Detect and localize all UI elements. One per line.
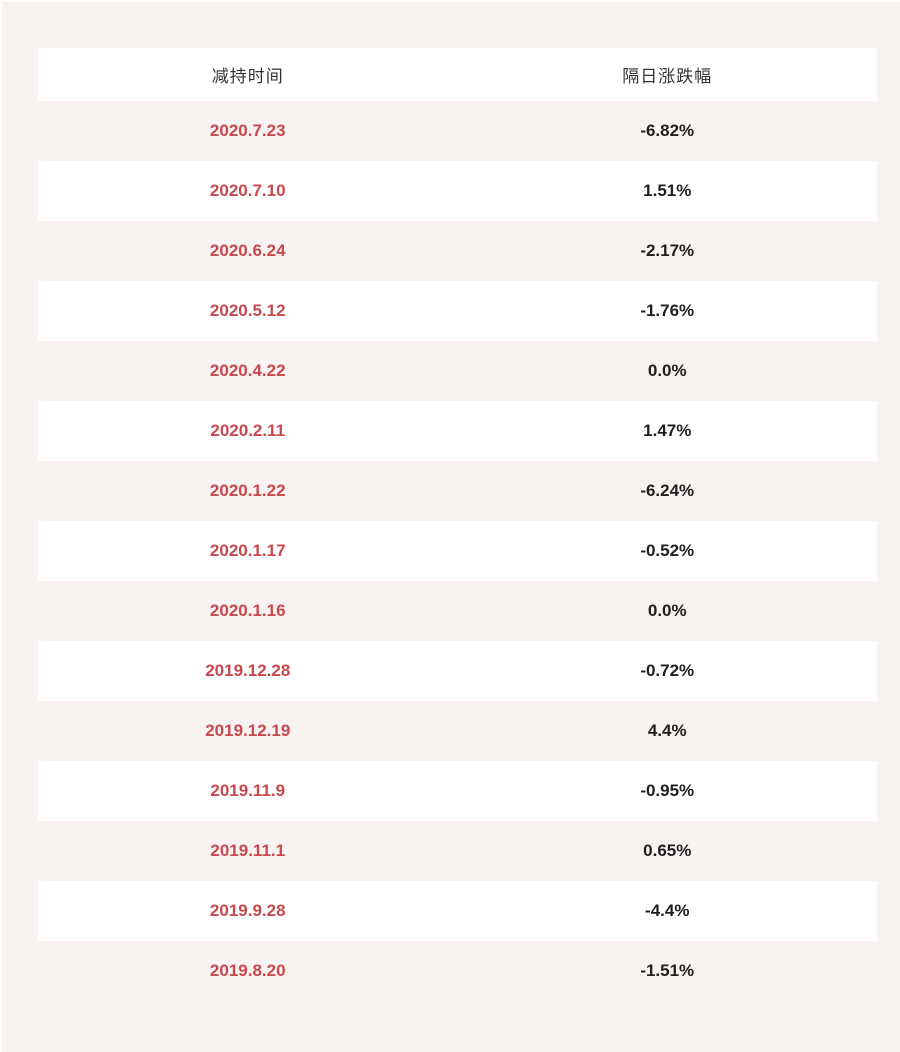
reduction-date-cell: 2020.4.22 (209, 361, 286, 380)
table-row: 2020.6.24 -2.17% (38, 221, 877, 281)
table-body: 2020.7.23 -6.82% 2020.7.10 1.51% 2020.6.24 -2… (38, 101, 877, 1001)
page-left-edge (0, 0, 2, 1052)
share-reduction-table: 减持时间 隔日涨跌幅 2020.7.23 -6.82% 2020.7.10 1.51%… (38, 48, 877, 1001)
table-row: 2019.11.9 -0.95% (38, 761, 877, 821)
nextday-change-cell: 0.65% (643, 841, 692, 860)
table-row: 2019.8.20 -1.51% (38, 941, 877, 1001)
reduction-date-cell: 2019.12.19 (205, 721, 291, 740)
table-row: 2020.1.22 -6.24% (38, 461, 877, 521)
nextday-change-cell: -6.82% (640, 121, 695, 140)
reduction-date-cell: 2020.5.12 (209, 301, 286, 320)
nextday-change-cell: 1.47% (643, 421, 692, 440)
nextday-change-cell: -1.76% (640, 301, 695, 320)
table-row: 2020.7.10 1.51% (38, 161, 877, 221)
table-row: 2020.5.12 -1.76% (38, 281, 877, 341)
table-header-row: 减持时间 隔日涨跌幅 (38, 48, 877, 101)
reduction-date-cell: 2020.2.11 (210, 421, 286, 440)
reduction-date-cell: 2020.1.17 (209, 541, 286, 560)
reduction-date-cell: 2019.11.1 (210, 841, 286, 860)
page-top-edge (0, 0, 900, 2)
table-row: 2019.11.1 0.65% (38, 821, 877, 881)
reduction-date-cell: 2019.12.28 (205, 661, 291, 680)
nextday-change-cell: -0.52% (640, 541, 695, 560)
table-row: 2020.2.11 1.47% (38, 401, 877, 461)
reduction-date-cell: 2020.7.23 (209, 121, 286, 140)
table-row: 2020.1.17 -0.52% (38, 521, 877, 581)
nextday-change-cell: -0.72% (640, 661, 695, 680)
nextday-change-cell: -2.17% (640, 241, 695, 260)
table-row: 2020.1.16 0.0% (38, 581, 877, 641)
nextday-change-cell: 0.0% (647, 601, 687, 620)
nextday-change-cell: -4.4% (645, 901, 690, 920)
reduction-date-cell: 2019.11.9 (210, 781, 286, 800)
nextday-change-cell: 1.51% (643, 181, 692, 200)
nextday-change-cell: 0.0% (647, 361, 687, 380)
reduction-date-cell: 2020.1.16 (209, 601, 286, 620)
table-row: 2020.4.22 0.0% (38, 341, 877, 401)
table-row: 2019.12.28 -0.72% (38, 641, 877, 701)
table-row: 2019.9.28 -4.4% (38, 881, 877, 941)
nextday-change-cell: 4.4% (647, 721, 687, 740)
nextday-change-cell: -6.24% (640, 481, 695, 500)
table-row: 2020.7.23 -6.82% (38, 101, 877, 161)
reduction-date-cell: 2020.6.24 (209, 241, 286, 260)
column-header-nextday-change: 隔日涨跌幅 (622, 67, 713, 86)
reduction-date-cell: 2020.7.10 (209, 181, 286, 200)
nextday-change-cell: -0.95% (640, 781, 695, 800)
reduction-date-cell: 2019.8.20 (209, 961, 286, 980)
column-header-reduction-date: 减持时间 (211, 67, 284, 86)
table-row: 2019.12.19 4.4% (38, 701, 877, 761)
reduction-date-cell: 2020.1.22 (209, 481, 286, 500)
nextday-change-cell: -1.51% (640, 961, 695, 980)
reduction-date-cell: 2019.9.28 (209, 901, 286, 920)
